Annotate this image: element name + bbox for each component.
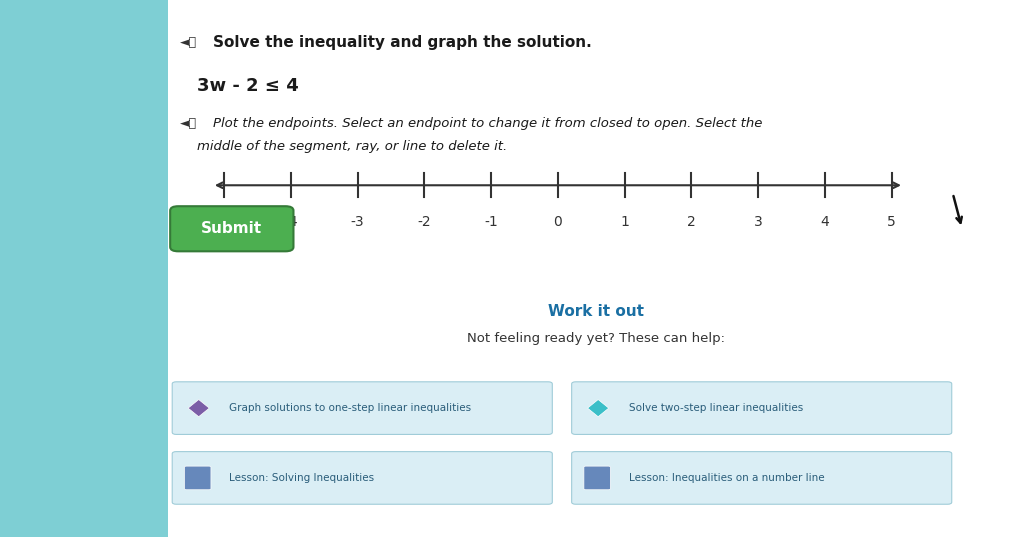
Text: Not feeling ready yet? These can help:: Not feeling ready yet? These can help: [467, 332, 726, 345]
FancyBboxPatch shape [572, 452, 952, 504]
Text: Lesson: Inequalities on a number line: Lesson: Inequalities on a number line [629, 473, 824, 483]
Polygon shape [189, 400, 209, 417]
FancyBboxPatch shape [172, 452, 552, 504]
Text: -2: -2 [418, 215, 431, 229]
Text: -4: -4 [284, 215, 298, 229]
Text: -5: -5 [217, 215, 231, 229]
FancyBboxPatch shape [0, 0, 168, 537]
Text: Plot the endpoints. Select an endpoint to change it from closed to open. Select : Plot the endpoints. Select an endpoint t… [213, 117, 762, 130]
Text: 1: 1 [621, 215, 629, 229]
Text: ◄⦿: ◄⦿ [180, 117, 198, 130]
Text: 5: 5 [888, 215, 896, 229]
Text: Graph solutions to one-step linear inequalities: Graph solutions to one-step linear inequ… [229, 403, 472, 413]
Text: middle of the segment, ray, or line to delete it.: middle of the segment, ray, or line to d… [197, 140, 506, 153]
FancyBboxPatch shape [184, 466, 211, 490]
Text: Solve two-step linear inequalities: Solve two-step linear inequalities [629, 403, 803, 413]
Text: 4: 4 [820, 215, 829, 229]
FancyBboxPatch shape [172, 382, 552, 434]
Text: -3: -3 [351, 215, 365, 229]
Text: Solve the inequality and graph the solution.: Solve the inequality and graph the solut… [213, 35, 592, 50]
Text: 2: 2 [687, 215, 696, 229]
Text: Lesson: Solving Inequalities: Lesson: Solving Inequalities [229, 473, 374, 483]
FancyBboxPatch shape [572, 382, 952, 434]
FancyBboxPatch shape [584, 466, 610, 490]
FancyBboxPatch shape [170, 206, 293, 251]
FancyBboxPatch shape [168, 0, 1019, 537]
Text: 0: 0 [553, 215, 562, 229]
Text: 3w - 2 ≤ 4: 3w - 2 ≤ 4 [197, 77, 299, 95]
Text: Work it out: Work it out [548, 304, 644, 319]
Text: ◄⦿: ◄⦿ [180, 37, 198, 49]
Polygon shape [588, 400, 608, 417]
Text: -1: -1 [484, 215, 498, 229]
Text: Submit: Submit [202, 221, 262, 236]
Text: 3: 3 [754, 215, 762, 229]
